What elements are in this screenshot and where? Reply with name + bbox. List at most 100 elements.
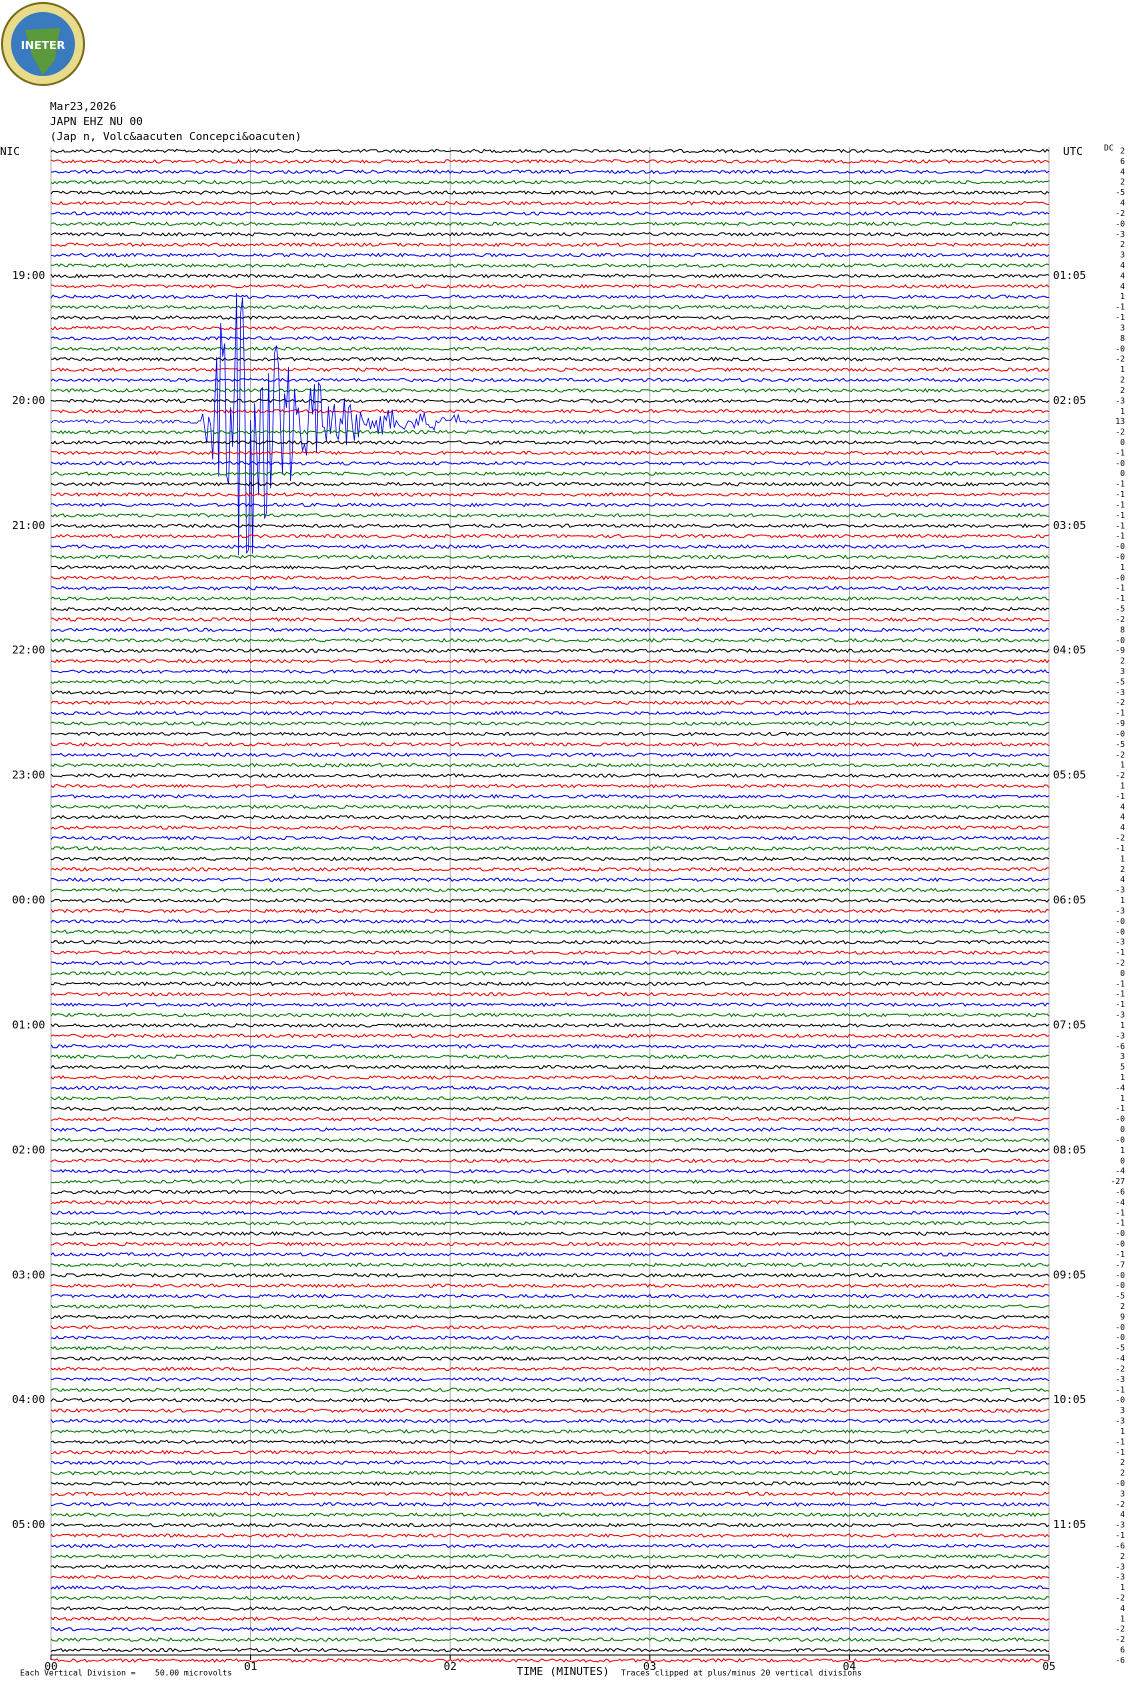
dc-value: -27 (1111, 1177, 1126, 1186)
trace (50, 1043, 1050, 1049)
trace (50, 1148, 1050, 1153)
dc-value: -1 (1115, 1219, 1125, 1228)
trace (50, 1054, 1050, 1060)
dc-value: -0 (1115, 219, 1125, 228)
dc-value: 1 (1120, 1146, 1125, 1155)
trace (50, 200, 1049, 206)
trace (50, 283, 1050, 289)
trace (50, 1116, 1050, 1122)
date: Mar23,2026 (50, 100, 116, 113)
right-time: 04:05 (1053, 644, 1086, 657)
dc-value: -0 (1115, 542, 1125, 551)
dc-value: -1 (1115, 500, 1125, 509)
trace (50, 1585, 1050, 1590)
dc-value: 1 (1120, 896, 1125, 905)
trace (50, 1252, 1050, 1257)
dc-value: -1 (1115, 303, 1125, 312)
dc-value: -1 (1115, 511, 1125, 520)
dc-value: -0 (1115, 1323, 1125, 1332)
dc-value: 2 (1120, 865, 1125, 874)
trace (50, 1647, 1050, 1653)
trace (50, 627, 1050, 633)
trace (50, 991, 1050, 997)
dc-value: 9 (1120, 1312, 1125, 1321)
trace (50, 481, 1050, 487)
trace (50, 856, 1050, 862)
trace (50, 814, 1050, 820)
trace (50, 565, 1050, 570)
dc-value: -1 (1115, 313, 1125, 322)
dc-value: -9 (1115, 719, 1125, 728)
trace (50, 981, 1050, 987)
trace (50, 335, 1050, 341)
dc-value: 4 (1120, 823, 1125, 832)
dc-value: 2 (1120, 386, 1125, 395)
trace (50, 752, 1049, 758)
dc-value: -1 (1115, 709, 1125, 718)
trace (50, 1460, 1050, 1466)
trace (50, 1533, 1050, 1538)
trace (50, 398, 1050, 404)
dc-value: 1 (1120, 761, 1125, 770)
dc-value: 1 (1120, 854, 1125, 863)
right-time: 02:05 (1053, 394, 1086, 407)
dc-value: 1 (1120, 292, 1125, 301)
dc-value: 2 (1120, 1552, 1125, 1561)
trace (50, 741, 1050, 747)
dc-value: -2 (1115, 615, 1125, 624)
trace (50, 1106, 1050, 1112)
dc-value: -4 (1115, 1167, 1125, 1176)
right-time: 03:05 (1053, 519, 1086, 532)
trace (50, 1158, 1050, 1164)
left-time: 19:00 (12, 269, 45, 282)
trace (50, 1439, 1050, 1445)
trace (50, 554, 1050, 560)
dc-value: -2 (1115, 771, 1125, 780)
dc-value: 2 (1120, 1458, 1125, 1467)
trace (50, 158, 1050, 164)
dc-value: 4 (1120, 199, 1125, 208)
trace (50, 731, 1050, 737)
trace (50, 1220, 1050, 1226)
dc-value: -0 (1115, 1135, 1125, 1144)
trace (50, 179, 1050, 185)
trace (50, 1314, 1050, 1320)
trace (51, 169, 1050, 175)
trace (50, 679, 1049, 685)
trace (50, 669, 1050, 674)
dc-value: -5 (1115, 1292, 1125, 1301)
dc-value: 1 (1120, 1094, 1125, 1103)
trace (50, 1231, 1050, 1237)
trace (50, 1324, 1049, 1330)
trace (50, 1418, 1050, 1424)
dc-value: 1 (1120, 563, 1125, 572)
trace (50, 1564, 1050, 1570)
trace (50, 1637, 1050, 1642)
trace (50, 1293, 1050, 1299)
trace (50, 512, 1049, 518)
right-time: 10:05 (1053, 1393, 1086, 1406)
trace (50, 898, 1050, 903)
trace (50, 367, 1050, 372)
dc-value: -2 (1115, 1593, 1125, 1602)
dc-value: 1 (1120, 1427, 1125, 1436)
trace (50, 252, 1050, 258)
dc-value: 3 (1120, 1489, 1125, 1498)
dc-value: -5 (1115, 188, 1125, 197)
trace (50, 377, 1050, 383)
trace (50, 1387, 1050, 1393)
trace (50, 773, 1050, 778)
trace (50, 190, 1050, 196)
trace (50, 908, 1050, 914)
right-time: 08:05 (1053, 1143, 1086, 1156)
dc-value: -6 (1115, 1656, 1125, 1665)
dc-value: -3 (1115, 1521, 1125, 1530)
left-time: 00:00 (12, 894, 45, 907)
right-time: 01:05 (1053, 269, 1086, 282)
dc-value: 1 (1120, 365, 1125, 374)
trace (50, 460, 1050, 466)
dc-value: 4 (1120, 875, 1125, 884)
trace (50, 346, 1050, 352)
dc-value: 1 (1120, 782, 1125, 791)
